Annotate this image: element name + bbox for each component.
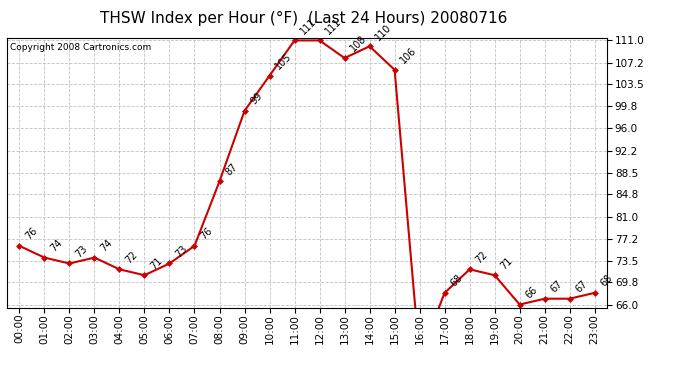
Text: 68: 68 <box>599 273 615 289</box>
Text: 108: 108 <box>348 34 368 54</box>
Text: 87: 87 <box>224 161 239 177</box>
Text: 68: 68 <box>448 273 464 289</box>
Text: 66: 66 <box>524 285 540 300</box>
Text: 76: 76 <box>23 226 39 242</box>
Text: 73: 73 <box>174 243 190 259</box>
Text: 57: 57 <box>0 374 1 375</box>
Text: 74: 74 <box>48 238 64 254</box>
Text: THSW Index per Hour (°F)  (Last 24 Hours) 20080716: THSW Index per Hour (°F) (Last 24 Hours)… <box>100 11 507 26</box>
Text: 71: 71 <box>499 255 515 271</box>
Text: Copyright 2008 Cartronics.com: Copyright 2008 Cartronics.com <box>10 43 151 52</box>
Text: 72: 72 <box>474 249 490 265</box>
Text: 73: 73 <box>74 243 90 259</box>
Text: 110: 110 <box>374 22 394 42</box>
Text: 111: 111 <box>324 16 344 36</box>
Text: 106: 106 <box>399 45 419 66</box>
Text: 99: 99 <box>248 91 264 107</box>
Text: 76: 76 <box>199 226 215 242</box>
Text: 105: 105 <box>274 51 294 72</box>
Text: 67: 67 <box>549 279 564 294</box>
Text: 67: 67 <box>574 279 590 294</box>
Text: 71: 71 <box>148 255 164 271</box>
Text: 111: 111 <box>299 16 319 36</box>
Text: 72: 72 <box>124 249 139 265</box>
Text: 74: 74 <box>99 238 115 254</box>
